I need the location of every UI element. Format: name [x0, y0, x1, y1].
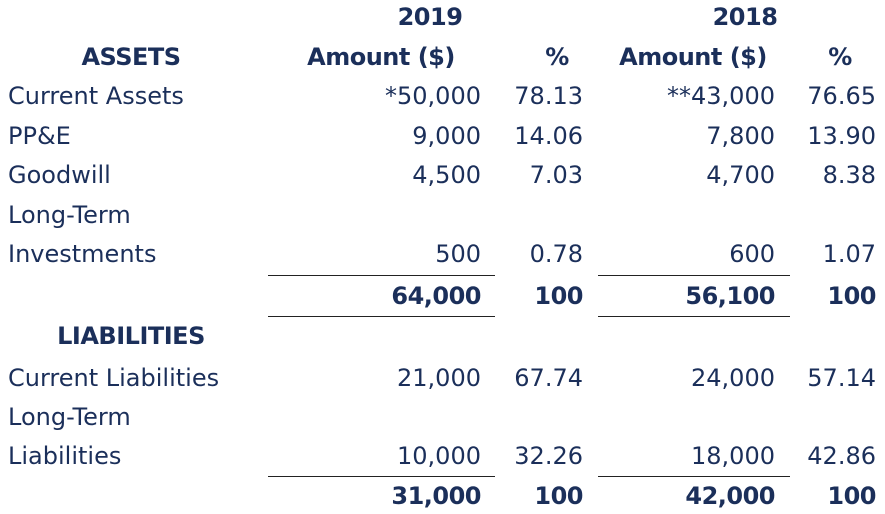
underline	[598, 275, 790, 276]
underline	[598, 316, 790, 317]
row-label: Current Liabilities	[8, 364, 220, 392]
year-header: 2019	[397, 3, 463, 31]
underline	[268, 316, 495, 317]
row-label: Long-Term	[8, 403, 131, 431]
row-label: Long-Term	[8, 201, 131, 229]
cell: 8.38	[822, 161, 876, 189]
cell: 600	[729, 240, 775, 268]
cell: **43,000	[667, 82, 775, 110]
total-cell: 56,100	[685, 282, 775, 310]
cell: 9,000	[412, 122, 481, 150]
cell: 4,700	[706, 161, 775, 189]
cell: 1.07	[822, 240, 876, 268]
cell: *50,000	[385, 82, 481, 110]
cell: 78.13	[514, 82, 583, 110]
row-label: Investments	[8, 240, 157, 268]
row-label: Liabilities	[8, 442, 122, 470]
cell: 67.74	[514, 364, 583, 392]
cell: 18,000	[691, 442, 775, 470]
column-header: Amount ($)	[619, 43, 767, 71]
column-header: Amount ($)	[307, 43, 455, 71]
cell: 32.26	[514, 442, 583, 470]
cell: 14.06	[514, 122, 583, 150]
cell: 500	[435, 240, 481, 268]
cell: 21,000	[397, 364, 481, 392]
total-cell: 64,000	[391, 282, 481, 310]
cell: 4,500	[412, 161, 481, 189]
total-cell: 42,000	[685, 482, 775, 510]
cell: 7,800	[706, 122, 775, 150]
column-header: %	[545, 43, 569, 71]
cell: 42.86	[807, 442, 876, 470]
section-title: ASSETS	[81, 43, 181, 71]
underline	[598, 476, 790, 477]
total-cell: 100	[827, 482, 876, 510]
row-label: PP&E	[8, 122, 71, 150]
total-cell: 100	[534, 282, 583, 310]
cell: 7.03	[529, 161, 583, 189]
cell: 10,000	[397, 442, 481, 470]
underline	[268, 275, 495, 276]
year-header: 2018	[712, 3, 778, 31]
underline	[268, 476, 495, 477]
cell: 76.65	[807, 82, 876, 110]
row-label: Goodwill	[8, 161, 111, 189]
cell: 0.78	[529, 240, 583, 268]
row-label: Current Assets	[8, 82, 184, 110]
section-title: LIABILITIES	[57, 322, 205, 350]
cell: 13.90	[807, 122, 876, 150]
total-cell: 31,000	[391, 482, 481, 510]
total-cell: 100	[534, 482, 583, 510]
total-cell: 100	[827, 282, 876, 310]
cell: 24,000	[691, 364, 775, 392]
column-header: %	[828, 43, 852, 71]
cell: 57.14	[807, 364, 876, 392]
